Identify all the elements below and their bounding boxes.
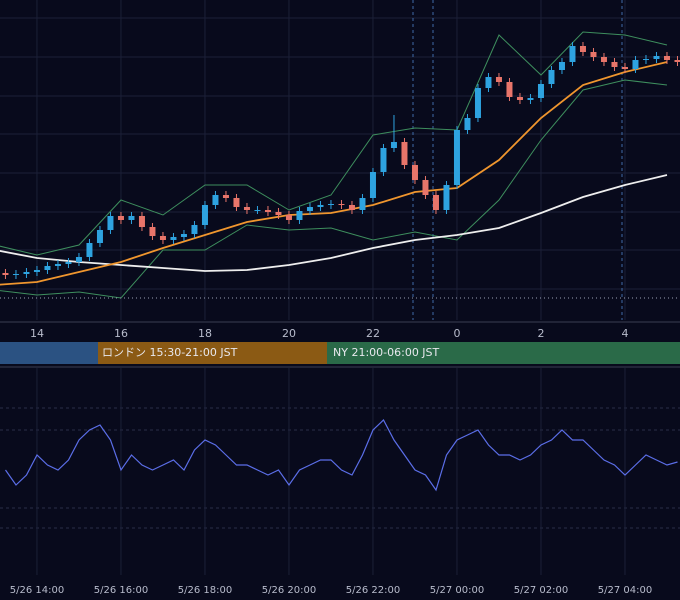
candle-body bbox=[338, 204, 345, 205]
candle-body bbox=[380, 148, 387, 172]
candle-body bbox=[149, 227, 156, 236]
candle-body bbox=[107, 216, 114, 230]
x-tick-label: 18 bbox=[198, 327, 212, 340]
candle-body bbox=[369, 172, 376, 198]
candle-body bbox=[264, 210, 271, 212]
candle-body bbox=[506, 82, 513, 97]
candle-body bbox=[653, 56, 660, 59]
candle-body bbox=[275, 212, 282, 215]
line-series bbox=[5, 419, 678, 492]
candle-body bbox=[422, 180, 429, 195]
candle-body bbox=[254, 210, 261, 211]
candle-body bbox=[621, 67, 628, 69]
candle-body bbox=[590, 52, 597, 57]
x-tick-label: 0 bbox=[453, 327, 460, 340]
line-series bbox=[0, 61, 668, 286]
candle-body bbox=[401, 142, 408, 165]
x-tick-label: 5/26 18:00 bbox=[178, 585, 232, 596]
session-tokyo bbox=[0, 342, 98, 364]
oscillator-levels bbox=[0, 407, 680, 529]
candle-body bbox=[464, 118, 471, 130]
candle-body bbox=[65, 262, 72, 264]
candle-body bbox=[243, 207, 250, 210]
session-label: NY 21:00-06:00 JST bbox=[333, 346, 440, 359]
candle-body bbox=[138, 216, 145, 227]
candle-body bbox=[117, 216, 124, 220]
candle-body bbox=[23, 272, 30, 274]
candle-body bbox=[54, 264, 61, 266]
candle-body bbox=[222, 195, 229, 198]
candle-body bbox=[296, 211, 303, 220]
candle-body bbox=[579, 46, 586, 52]
candle-body bbox=[159, 236, 166, 240]
candle-body bbox=[86, 243, 93, 257]
candle-body bbox=[485, 77, 492, 88]
candle-body bbox=[306, 207, 313, 211]
x-tick-label: 5/26 16:00 bbox=[94, 585, 148, 596]
candle-body bbox=[128, 216, 135, 220]
x-tick-label: 5/27 02:00 bbox=[514, 585, 568, 596]
candle-body bbox=[96, 230, 103, 243]
candle-body bbox=[548, 70, 555, 84]
x-tick-label: 4 bbox=[621, 327, 628, 340]
x-tick-label: 2 bbox=[537, 327, 544, 340]
candle-body bbox=[600, 57, 607, 62]
candle-body bbox=[474, 88, 481, 118]
session-label: ロンドン 15:30-21:00 JST bbox=[102, 346, 238, 359]
candle-body bbox=[212, 195, 219, 205]
candle-body bbox=[516, 97, 523, 100]
candle-body bbox=[443, 185, 450, 210]
candle-body bbox=[33, 270, 40, 272]
candle-body bbox=[411, 165, 418, 180]
candle-body bbox=[2, 273, 9, 275]
session-london bbox=[98, 342, 327, 364]
candle-body bbox=[537, 84, 544, 98]
candle-body bbox=[348, 205, 355, 210]
candle-body bbox=[611, 62, 618, 67]
candle-body bbox=[632, 60, 639, 69]
candle-body bbox=[75, 257, 82, 262]
candle-body bbox=[201, 205, 208, 225]
x-tick-label: 5/26 14:00 bbox=[10, 585, 64, 596]
x-tick-label: 22 bbox=[366, 327, 380, 340]
candle-body bbox=[674, 60, 680, 62]
candle-body bbox=[359, 198, 366, 210]
candle-body bbox=[569, 46, 576, 62]
candle-body bbox=[558, 62, 565, 70]
x-tick-label: 5/27 00:00 bbox=[430, 585, 484, 596]
candle-body bbox=[12, 274, 19, 275]
candle-body bbox=[327, 204, 334, 205]
candle-body bbox=[44, 266, 51, 270]
candle-body bbox=[527, 98, 534, 100]
candle-body bbox=[432, 195, 439, 210]
candle-body bbox=[191, 225, 198, 234]
line-series bbox=[0, 174, 668, 272]
candle-body bbox=[233, 198, 240, 207]
candle-body bbox=[642, 59, 649, 60]
x-tick-label: 20 bbox=[282, 327, 296, 340]
candle-body bbox=[390, 142, 397, 148]
x-tick-label: 5/27 04:00 bbox=[598, 585, 652, 596]
candle-body bbox=[453, 130, 460, 185]
session-marker bbox=[412, 0, 623, 320]
x-tick-label: 16 bbox=[114, 327, 128, 340]
candle-body bbox=[317, 205, 324, 207]
session-ny bbox=[327, 342, 680, 364]
x-tick-label: 5/26 22:00 bbox=[346, 585, 400, 596]
x-tick-label: 14 bbox=[30, 327, 44, 340]
candle-body bbox=[285, 215, 292, 220]
line-series bbox=[0, 31, 668, 256]
candle-body bbox=[495, 77, 502, 82]
candle-body bbox=[180, 234, 187, 237]
line-series bbox=[0, 79, 668, 299]
candle-body bbox=[170, 237, 177, 240]
x-tick-label: 5/26 20:00 bbox=[262, 585, 316, 596]
candle-body bbox=[663, 56, 670, 60]
